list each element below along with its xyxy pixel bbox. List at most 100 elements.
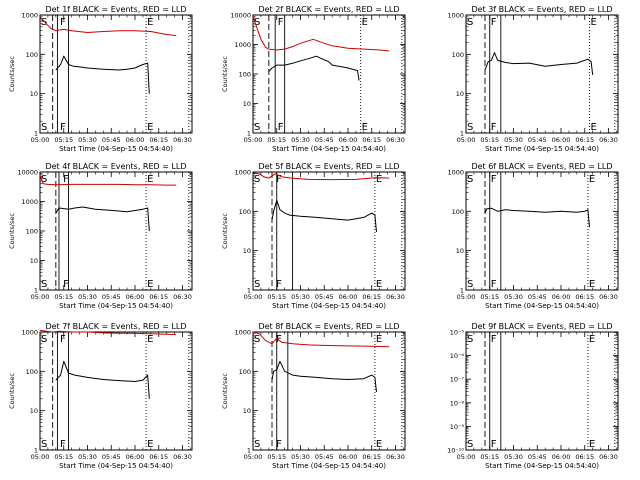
marker-S-bottom: S [254, 439, 260, 450]
x-tick-label: 05:45 [528, 453, 547, 461]
panel-det-3: Det 3f BLACK = Events, RED = LLD 1 10 100 10… [447, 5, 619, 153]
x-tick-label: 06:00 [339, 293, 358, 301]
x-tick-label: 05:30 [291, 293, 310, 301]
marker-F-bottom: F [60, 439, 66, 450]
y-tick-label: 10 [30, 90, 38, 98]
x-tick-label: 06:15 [149, 293, 168, 301]
y-tick-label: 100 [452, 51, 464, 59]
plot-frame [465, 14, 619, 134]
series-lld-line [39, 174, 177, 186]
x-tick-label: 06:30 [386, 453, 405, 461]
marker-F-bottom: F [278, 122, 284, 133]
marker-E-bottom: E [376, 439, 382, 450]
panel-title: Det 2f BLACK = Events, RED = LLD [258, 5, 399, 14]
x-tick-label: 06:30 [599, 136, 618, 144]
y-tick-label: 10⁻¹⁰ [447, 447, 464, 455]
x-tick-label: 06:00 [552, 293, 571, 301]
series-lld-line [252, 331, 390, 348]
x-tick-label: 06:15 [575, 293, 594, 301]
x-axis-label: Start Time (04-Sep-15 04:54:40) [272, 462, 386, 470]
x-tick-label: 05:30 [291, 453, 310, 461]
y-tick-label: 1 [247, 130, 251, 138]
y-tick-label: 10⁻⁹ [450, 423, 465, 431]
panel-title: Det 6f BLACK = Events, RED = LLD [471, 162, 612, 171]
x-tick-label: 05:30 [78, 136, 97, 144]
panel-det-7: Det 7f BLACK = Events, RED = LLD 1 10 100 10… [8, 322, 193, 470]
x-axis-label: Start Time (04-Sep-15 04:54:40) [59, 145, 173, 153]
x-tick-label: 06:30 [173, 453, 192, 461]
marker-S-top: S [254, 174, 260, 185]
y-tick-label: 100 [239, 368, 251, 376]
marker-E-top: E [376, 334, 382, 345]
x-tick-label: 05:00 [244, 453, 263, 461]
x-tick-label: 05:30 [504, 453, 523, 461]
x-tick-label: 06:00 [552, 136, 571, 144]
panel-det-5: Det 5f BLACK = Events, RED = LLD 1 10 100 10… [221, 162, 406, 310]
plot-frame [39, 331, 193, 451]
x-tick-label: 06:00 [552, 453, 571, 461]
y-tick-label: 1000 [234, 169, 251, 177]
plot-frame [252, 14, 406, 134]
marker-F-top: F [276, 334, 282, 345]
x-tick-label: 05:30 [504, 136, 523, 144]
marker-E-top: E [376, 174, 382, 185]
marker-S-bottom: S [467, 122, 473, 133]
series-events-line [271, 199, 377, 232]
y-tick-label: 100 [26, 228, 38, 236]
marker-F-top: F [60, 17, 66, 28]
marker-E-bottom: E [147, 439, 153, 450]
y-axis-label: Counts/sec [221, 213, 229, 249]
marker-S-bottom: S [254, 122, 260, 133]
plot-frame [39, 14, 193, 134]
x-tick-label: 06:15 [362, 136, 381, 144]
x-tick-label: 06:30 [386, 136, 405, 144]
y-tick-label: 10⁻⁶ [450, 352, 465, 360]
panel-det-4: Det 4f BLACK = Events, RED = LLD 1 10 100 10… [8, 162, 193, 310]
marker-S-bottom: S [41, 279, 47, 290]
panel-det-1: Det 1f BLACK = Events, RED = LLD 1 10 100 10… [8, 5, 193, 153]
marker-F-bottom: F [491, 122, 497, 133]
x-tick-label: 05:45 [102, 293, 121, 301]
marker-S-top: S [41, 174, 47, 185]
y-tick-label: 1000 [21, 329, 38, 337]
series-events-line [55, 55, 150, 94]
y-tick-label: 10 [30, 257, 38, 265]
marker-S-top: S [467, 174, 473, 185]
marker-F-bottom: F [276, 279, 282, 290]
series-lld-line [39, 329, 177, 336]
y-tick-label: 10⁻⁷ [450, 376, 465, 384]
marker-F-bottom: F [60, 122, 66, 133]
panel-title: Det 1f BLACK = Events, RED = LLD [45, 5, 186, 14]
x-tick-label: 05:30 [504, 293, 523, 301]
x-tick-label: 05:45 [102, 136, 121, 144]
marker-F-top: F [60, 334, 66, 345]
marker-F-bottom: F [276, 439, 282, 450]
y-tick-label: 1 [460, 130, 464, 138]
series-lld-line [39, 16, 177, 37]
marker-F-top: F [491, 334, 497, 345]
x-tick-label: 06:30 [173, 136, 192, 144]
marker-S-bottom: S [254, 279, 260, 290]
x-tick-label: 06:15 [362, 293, 381, 301]
x-tick-label: 05:45 [315, 453, 334, 461]
y-tick-label: 1 [247, 287, 251, 295]
marker-E-top: E [147, 334, 153, 345]
y-tick-label: 10⁻⁵ [450, 329, 465, 337]
x-axis-label: Start Time (04-Sep-15 04:54:40) [59, 302, 173, 310]
x-tick-label: 05:45 [528, 293, 547, 301]
x-tick-label: 06:00 [339, 453, 358, 461]
marker-S-top: S [254, 17, 260, 28]
marker-E-bottom: E [376, 279, 382, 290]
x-tick-label: 05:00 [244, 136, 263, 144]
marker-S-bottom: S [467, 279, 473, 290]
x-tick-label: 05:00 [457, 453, 476, 461]
y-tick-label: 1 [34, 130, 38, 138]
x-tick-label: 05:00 [244, 293, 263, 301]
y-tick-label: 10000 [230, 12, 251, 20]
x-tick-label: 05:15 [54, 293, 73, 301]
plot-frame [252, 171, 406, 291]
x-tick-label: 05:00 [31, 293, 50, 301]
marker-F-top: F [63, 174, 69, 185]
series-events-line [271, 360, 377, 392]
y-tick-label: 100 [239, 208, 251, 216]
